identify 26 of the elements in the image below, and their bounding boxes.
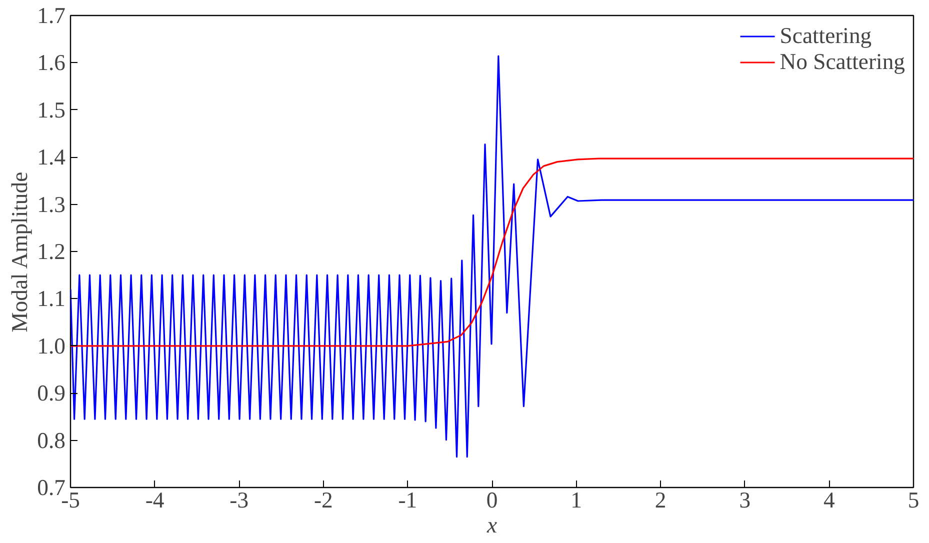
x-tick-label: 2 xyxy=(654,488,666,512)
legend-label: No Scattering xyxy=(780,49,905,75)
y-tick-label: 1.5 xyxy=(37,97,66,122)
line-series xyxy=(70,158,914,347)
x-axis-title: x xyxy=(486,512,498,538)
y-tick-label: 1.6 xyxy=(37,50,66,76)
y-tick-label: 1.2 xyxy=(37,239,66,264)
x-tick-label: -1 xyxy=(398,488,418,512)
legend-label: Scattering xyxy=(780,23,872,49)
y-tick-label: 1.3 xyxy=(37,192,66,217)
y-tick-label: 1.0 xyxy=(37,333,66,358)
y-axis-title: Modal Amplitude xyxy=(7,172,32,332)
y-tick-label: 0.8 xyxy=(37,428,66,453)
x-tick-label: -3 xyxy=(230,488,249,512)
x-tick-label: -2 xyxy=(314,488,333,512)
line-series xyxy=(70,55,914,458)
y-tick-label: 0.9 xyxy=(37,380,66,406)
y-tick-label: 1.7 xyxy=(37,3,66,28)
y-tick-label: 1.1 xyxy=(37,286,66,312)
x-tick-label: 1 xyxy=(570,488,582,512)
x-tick-label: -4 xyxy=(145,488,164,512)
x-tick-label: 5 xyxy=(908,488,920,512)
x-tick-label: 3 xyxy=(739,488,751,512)
x-tick-label: 4 xyxy=(824,488,835,512)
x-tick-label: 0 xyxy=(486,488,498,512)
y-tick-label: 1.4 xyxy=(37,144,66,170)
